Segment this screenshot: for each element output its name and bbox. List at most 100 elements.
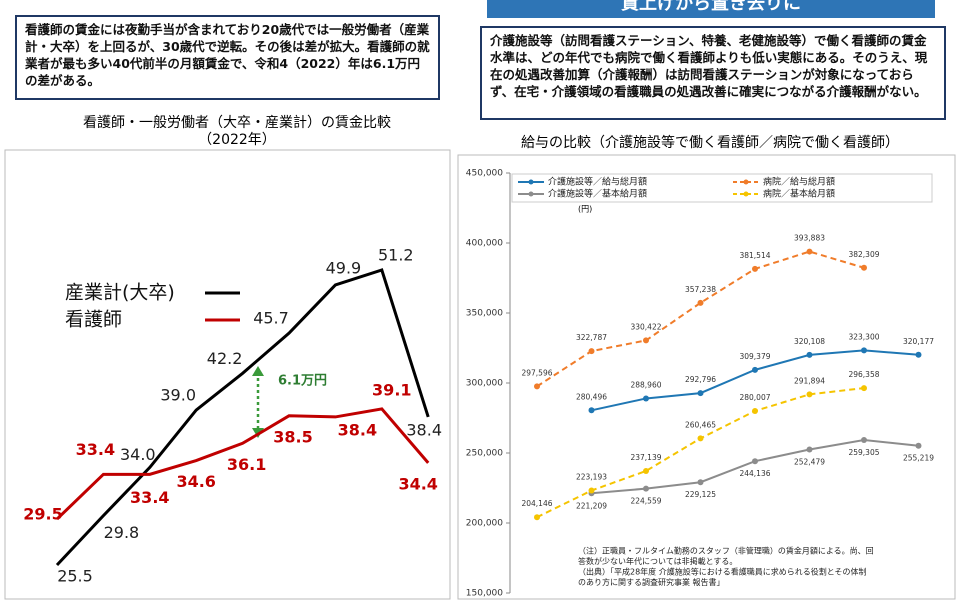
value-label: 357,238 <box>685 285 716 294</box>
value-label: 38.4 <box>406 420 442 439</box>
value-label: 322,787 <box>576 333 607 342</box>
value-label: 320,177 <box>903 337 934 346</box>
legend-label: 介護施設等／基本給月額 <box>548 188 647 200</box>
value-label: 29.8 <box>104 523 140 542</box>
legend-label: 病院／基本給月額 <box>763 188 835 200</box>
marker <box>806 446 813 453</box>
value-label: 309,379 <box>739 352 770 361</box>
marker <box>806 391 813 398</box>
chart-title: 看護師・一般労働者（大卒・産業計）の賃金比較 <box>83 115 391 131</box>
legend-marker <box>743 179 749 185</box>
value-label: 330,422 <box>630 322 661 331</box>
legend-label: 看護師 <box>65 309 122 331</box>
marker <box>588 348 595 355</box>
value-label: 292,796 <box>685 375 716 384</box>
chart-title: 給与の比較（介護施設等で働く看護師／病院で働く看護師） <box>521 134 899 151</box>
legend-marker <box>528 191 534 197</box>
marker <box>806 248 813 255</box>
marker <box>861 385 867 392</box>
value-label: 39.1 <box>372 380 411 399</box>
y-tick-label: 200,000 <box>466 519 503 529</box>
value-label: 229,125 <box>685 490 716 499</box>
marker <box>752 407 758 414</box>
marker <box>861 436 867 443</box>
note: （出典）「平成28年度 介護施設等における看護職員に求められる役割とその体制 <box>578 567 866 577</box>
value-label: 255,219 <box>903 454 934 463</box>
marker <box>697 390 704 397</box>
y-tick-label: 150,000 <box>466 589 503 599</box>
value-label: 280,007 <box>739 393 770 402</box>
marker <box>915 442 922 449</box>
series-line <box>55 268 430 567</box>
legend-marker <box>743 191 749 197</box>
value-label: 223,193 <box>576 473 607 482</box>
value-label: 49.9 <box>326 258 362 277</box>
value-label: 259,305 <box>848 448 879 457</box>
value-label: 288,960 <box>630 380 661 389</box>
value-label: 320,108 <box>794 337 825 346</box>
value-label: 29.5 <box>23 505 62 524</box>
value-label: 244,136 <box>739 469 770 478</box>
marker <box>643 395 649 402</box>
marker <box>643 337 649 344</box>
y-tick-label: 350,000 <box>466 309 503 319</box>
y-unit: (円) <box>578 205 592 214</box>
header: 賃上げから置き去りに <box>620 0 801 14</box>
value-label: 260,465 <box>685 420 716 429</box>
y-tick-label: 400,000 <box>466 239 503 249</box>
right-chart-frame <box>457 154 956 600</box>
value-label: 34.4 <box>398 474 437 493</box>
value-label: 34.6 <box>176 472 215 491</box>
value-label: 221,209 <box>576 501 607 510</box>
value-label: 323,300 <box>848 332 879 341</box>
value-label: 297,596 <box>521 368 552 377</box>
value-label: 42.2 <box>207 349 243 368</box>
value-label: 33.4 <box>130 488 169 507</box>
value-label: 38.4 <box>338 420 377 439</box>
chart-subtitle: （2022年） <box>198 132 276 148</box>
value-label: 39.0 <box>160 386 196 405</box>
value-label: 393,883 <box>794 234 825 243</box>
y-tick-label: 450,000 <box>466 169 503 179</box>
legend-label: 病院／給与総月額 <box>763 176 835 188</box>
value-label: 25.5 <box>57 567 93 586</box>
value-label: 204,146 <box>521 499 552 508</box>
marker <box>861 264 867 271</box>
marker <box>697 479 704 486</box>
marker <box>752 458 758 465</box>
marker <box>806 351 813 358</box>
header-bg <box>487 0 935 18</box>
note: のあり方に関する調査研究事業 報告書」 <box>578 577 725 587</box>
marker <box>534 383 540 390</box>
marker <box>588 407 595 414</box>
marker <box>534 514 540 521</box>
legend-label: 介護施設等／給与総月額 <box>548 176 647 188</box>
marker <box>697 435 704 442</box>
value-label: 33.4 <box>76 440 115 459</box>
value-label: 45.7 <box>253 309 289 328</box>
marker <box>643 468 649 475</box>
left-chart-frame <box>4 149 451 600</box>
legend-label: 産業計(大卒) <box>65 282 175 304</box>
value-label: 382,309 <box>848 250 879 259</box>
marker <box>643 485 649 492</box>
value-label: 34.0 <box>120 445 156 464</box>
marker <box>697 299 704 306</box>
note: 答数が少ない年代については非掲載とする。 <box>578 556 737 566</box>
value-label: 280,496 <box>576 392 607 401</box>
value-label: 38.5 <box>273 427 312 446</box>
marker <box>915 351 922 358</box>
value-label: 252,479 <box>794 458 825 467</box>
left-text-box: 看護師の賃金には夜勤手当が含まれており20歳代では一般労働者（産業計・大卒）を上… <box>15 15 440 100</box>
series-line <box>55 407 430 521</box>
marker <box>752 366 758 373</box>
value-label: 296,358 <box>848 370 879 379</box>
series-line <box>536 250 865 388</box>
value-label: 36.1 <box>227 455 266 474</box>
right-text-box: 介護施設等（訪問看護ステーション、特養、老健施設等）で働く看護師の賃金水準は、ど… <box>480 26 946 120</box>
legend-marker <box>528 179 534 185</box>
marker <box>861 347 867 354</box>
